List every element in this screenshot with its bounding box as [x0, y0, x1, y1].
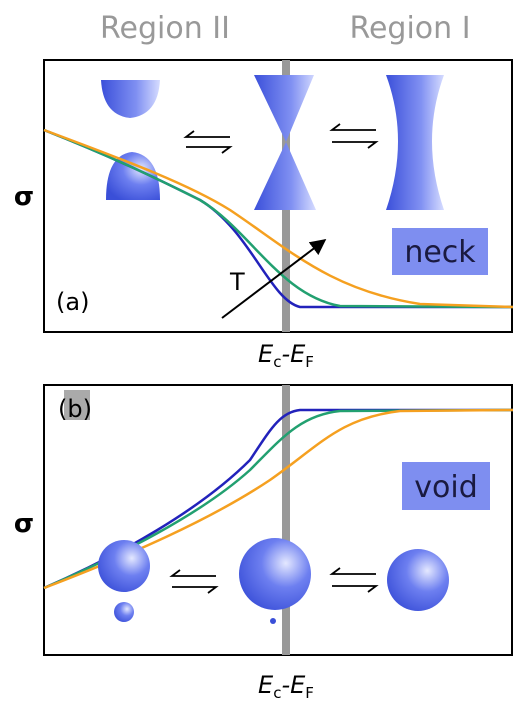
frame: [43, 59, 513, 333]
x-label-part: c: [273, 353, 281, 371]
tag-box: [392, 228, 488, 275]
x-label: Ec-EF: [258, 340, 314, 371]
y-label: σ: [14, 509, 34, 539]
x-label-part: c: [273, 684, 281, 702]
frame: [43, 384, 513, 656]
shape: [387, 549, 449, 611]
panel-label: (a): [56, 288, 89, 316]
equilibrium-arrows: [183, 123, 379, 154]
shape: [101, 80, 160, 118]
temperature-arrow: [221, 239, 327, 319]
shape: [98, 540, 150, 592]
x-label-part: E: [258, 671, 274, 699]
arrow-label: T: [229, 268, 245, 296]
x-label: Ec-EF: [258, 671, 314, 702]
region-label: Region I: [349, 11, 470, 46]
region-label: Region II: [100, 11, 230, 46]
shape: [270, 618, 276, 624]
shape: [254, 75, 316, 210]
x-label-part: F: [305, 353, 314, 371]
panel-b: (b) void σ Ec-EF: [14, 384, 513, 702]
x-label-part: -E: [281, 340, 306, 368]
shape: [239, 538, 311, 610]
shape: [106, 152, 160, 200]
panel-a: T neck (a) σ Ec-EF: [14, 59, 513, 371]
panel-label: (b): [58, 395, 92, 423]
tag-box: [402, 462, 490, 510]
shape: [114, 602, 134, 622]
tag: neck: [404, 235, 476, 270]
shape: [386, 75, 444, 210]
curve: [43, 128, 513, 309]
x-label-part: -E: [281, 671, 306, 699]
curve: [43, 128, 513, 309]
x-label-part: F: [305, 684, 314, 702]
label-highlight: [64, 390, 90, 420]
critical-line: [282, 385, 290, 655]
equilibrium-arrows: [169, 567, 379, 594]
x-label-part: E: [258, 340, 274, 368]
y-label: σ: [14, 182, 34, 212]
tag: void: [414, 470, 478, 505]
